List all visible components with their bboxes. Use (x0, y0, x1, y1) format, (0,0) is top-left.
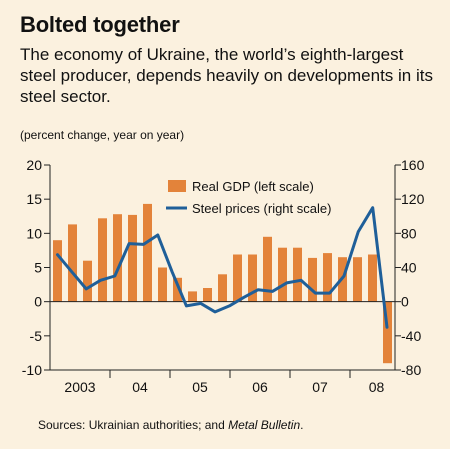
x-tick-label: 08 (369, 379, 385, 395)
right-tick-label: 80 (401, 225, 417, 241)
gdp-bar (83, 260, 92, 302)
left-tick-label: 0 (34, 294, 42, 310)
units-label: (percent change, year on year) (20, 128, 185, 142)
x-tick-label: 07 (312, 379, 328, 395)
gdp-bar (353, 257, 362, 302)
x-tick-label: 05 (192, 379, 208, 395)
gdp-bar (53, 240, 62, 302)
right-tick-label: 120 (401, 191, 425, 207)
gdp-bar (278, 247, 287, 302)
gdp-bar (158, 267, 167, 302)
x-tick-label: 04 (132, 379, 148, 395)
gdp-bar (263, 236, 272, 302)
left-tick-label: 20 (26, 157, 42, 173)
legend-gdp-label: Real GDP (left scale) (192, 179, 314, 194)
gdp-bar (128, 214, 137, 302)
gdp-bar (98, 218, 107, 302)
gdp-bar (323, 253, 332, 302)
chart-subtitle: The economy of Ukraine, the world’s eigh… (20, 45, 433, 106)
left-tick-label: -5 (30, 328, 43, 344)
legend: Real GDP (left scale) Steel prices (righ… (166, 179, 331, 216)
gdp-bar (188, 291, 197, 302)
source-prefix: Sources: Ukrainian authorities; and (38, 418, 229, 432)
source-note: Sources: Ukrainian authorities; and Meta… (38, 418, 304, 432)
gdp-bar (308, 257, 317, 302)
left-tick-label: -10 (22, 362, 42, 378)
legend-steel-label: Steel prices (right scale) (192, 201, 331, 216)
gdp-bar (113, 214, 122, 302)
gdp-bar (293, 247, 302, 302)
source-suffix: . (300, 418, 304, 432)
steel-price-line (56, 206, 389, 329)
gdp-bar (248, 254, 257, 302)
gdp-bar (203, 288, 212, 302)
gdp-bar (218, 274, 227, 302)
right-tick-label: 0 (401, 294, 409, 310)
left-tick-label: 10 (26, 225, 42, 241)
left-tick-label: 15 (26, 191, 42, 207)
gdp-bar (143, 203, 152, 302)
gdp-bar (173, 277, 182, 302)
chart-title: Bolted together (20, 12, 180, 37)
legend-gdp-swatch (168, 180, 186, 192)
gdp-bar (68, 224, 77, 302)
right-tick-label: 40 (401, 260, 417, 276)
gdp-bar (383, 301, 392, 364)
x-tick-label: 2003 (64, 379, 95, 395)
x-tick-label: 06 (252, 379, 268, 395)
right-tick-label: -80 (401, 362, 421, 378)
right-tick-label: 160 (401, 157, 425, 173)
right-tick-label: -40 (401, 328, 421, 344)
source-italic: Metal Bulletin (228, 418, 301, 432)
gdp-bar (368, 254, 377, 302)
gdp-bar (233, 254, 242, 302)
left-tick-label: 5 (34, 260, 42, 276)
